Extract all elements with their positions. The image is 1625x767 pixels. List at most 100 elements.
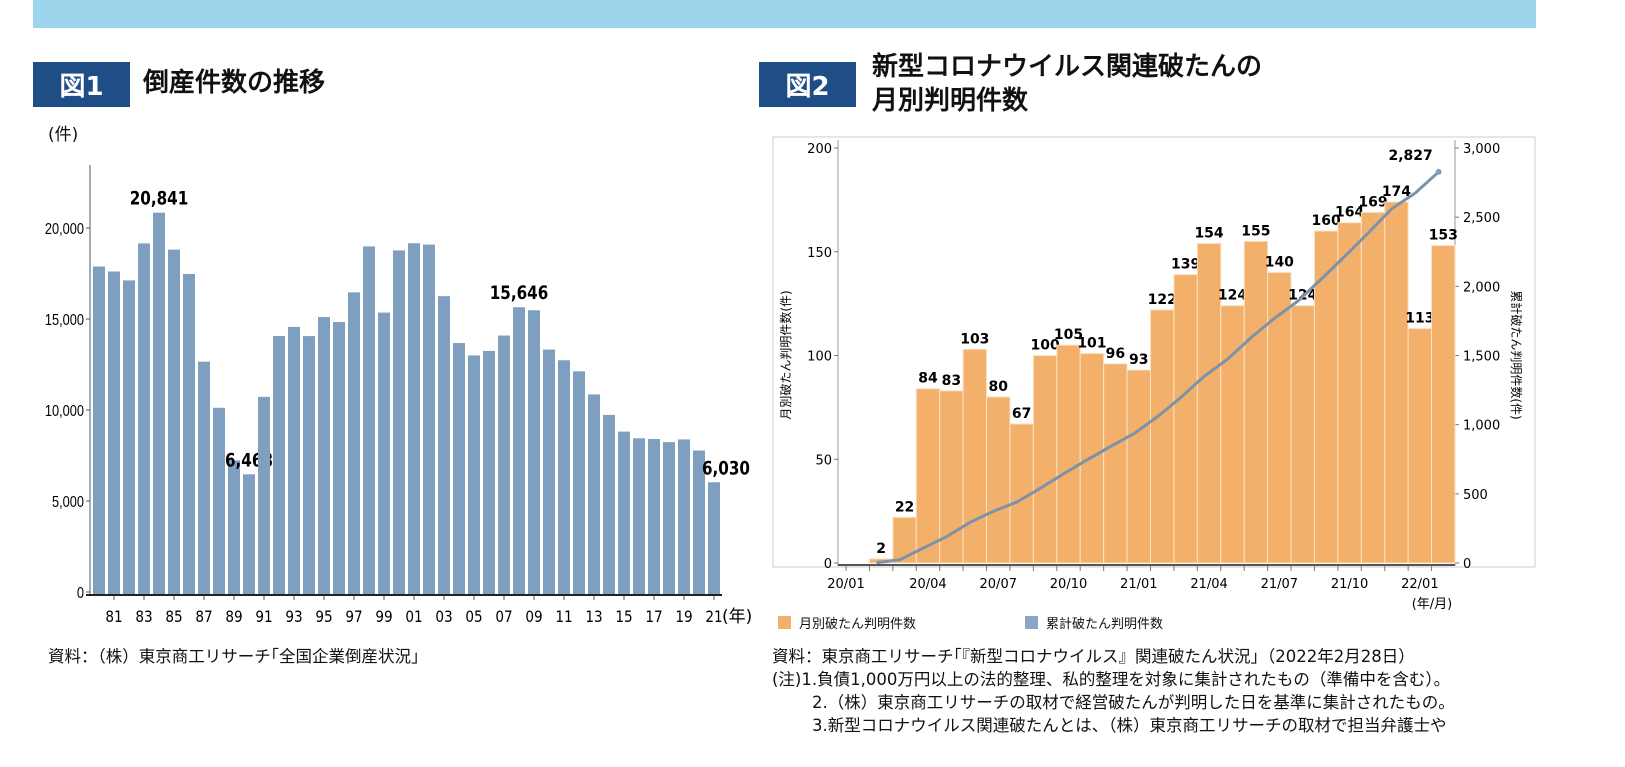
data-label: 20,841 xyxy=(130,188,189,210)
x-axis-unit: (年) xyxy=(722,607,752,627)
legend-cumulative: 累計破たん判明件数 xyxy=(1025,613,1163,632)
bar-21/12 xyxy=(1384,201,1409,564)
figure-1-title: 倒産件数の推移 xyxy=(143,68,326,98)
bar-83 xyxy=(138,243,150,595)
figure-2-note-1: (注)1.負債1,000万円以上の法的整理、私的整理を対象に集計されたもの（準備… xyxy=(772,670,1451,689)
bar-20/06 xyxy=(962,348,988,564)
data-label: 124 xyxy=(1218,288,1247,304)
x-tick-label: 20/07 xyxy=(980,577,1017,592)
x-tick-label: 83 xyxy=(135,608,152,626)
bar-22/01 xyxy=(1407,328,1433,564)
bar-12 xyxy=(573,371,585,595)
y-tick-label: 15,000 xyxy=(45,312,84,330)
bar-20/09 xyxy=(1032,355,1058,564)
data-label: 155 xyxy=(1241,223,1270,239)
x-tick-label: 01 xyxy=(405,608,422,626)
bar-15 xyxy=(618,431,630,595)
y-tick-label: 5,000 xyxy=(52,494,84,512)
left-tick-label: 150 xyxy=(807,246,832,261)
bar-11 xyxy=(558,360,570,595)
left-tick-label: 0 xyxy=(824,557,832,572)
x-tick-label: 15 xyxy=(615,608,632,626)
x-tick-label: 21/04 xyxy=(1190,577,1227,592)
x-tick-label: 07 xyxy=(495,608,512,626)
figure-1-unit: (件) xyxy=(48,125,79,145)
right-tick-label: 1,500 xyxy=(1463,350,1500,365)
bar-14 xyxy=(603,414,615,595)
data-label: 93 xyxy=(1129,352,1148,368)
bar-21/06 xyxy=(1243,240,1269,564)
x-tick-label: 09 xyxy=(525,608,542,626)
bar-00 xyxy=(393,250,405,595)
bar-95 xyxy=(318,317,330,595)
figure-1-source: 資料：（株）東京商工リサーチ｢全国企業倒産状況」 xyxy=(48,647,428,666)
data-label: 15,646 xyxy=(490,283,549,305)
data-label: 174 xyxy=(1382,184,1411,200)
bar-04 xyxy=(453,343,465,595)
data-label: 164 xyxy=(1335,205,1364,221)
legend-label-monthly: 月別破たん判明件数 xyxy=(799,617,917,632)
data-label: 2 xyxy=(876,541,886,557)
left-tick-label: 100 xyxy=(807,350,832,365)
data-label: 6,030 xyxy=(702,458,750,480)
bar-03 xyxy=(438,296,450,595)
bar-21/11 xyxy=(1360,211,1386,564)
bar-84 xyxy=(153,212,165,596)
bar-22/02 xyxy=(1431,245,1456,564)
bar-13 xyxy=(588,394,600,595)
figure-2-badge: 図2 xyxy=(759,62,856,107)
bar-81 xyxy=(108,271,120,595)
data-label: 67 xyxy=(1012,406,1031,422)
x-tick-label: 91 xyxy=(255,608,272,626)
figure-2-title-line1: 新型コロナウイルス関連破たんの xyxy=(872,52,1263,82)
data-label: 113 xyxy=(1405,311,1434,327)
bar-88 xyxy=(213,407,225,595)
x-tick-label: 20/10 xyxy=(1050,577,1087,592)
right-tick-label: 2,000 xyxy=(1463,280,1500,295)
right-tick-label: 500 xyxy=(1463,488,1488,503)
data-label: 140 xyxy=(1265,255,1294,271)
right-tick-label: 1,000 xyxy=(1463,419,1500,434)
bar-92 xyxy=(273,335,285,595)
cumulative-line xyxy=(876,170,1440,565)
bar-91 xyxy=(258,396,270,595)
bar-20/10 xyxy=(1056,344,1081,564)
x-tick-label: 13 xyxy=(585,608,602,626)
bar-20/04 xyxy=(915,388,941,564)
x-axis-unit: (年/月) xyxy=(1412,597,1453,612)
bar-07 xyxy=(498,335,510,595)
cumulative-end-point xyxy=(1435,168,1442,175)
left-tick-label: 200 xyxy=(807,142,832,157)
bar-02 xyxy=(423,244,435,596)
x-tick-label: 87 xyxy=(195,608,212,626)
data-label: 122 xyxy=(1148,292,1177,308)
bar-82 xyxy=(123,280,135,595)
data-label: 160 xyxy=(1312,213,1341,229)
figure-2-title: 新型コロナウイルス関連破たんの 月別判明件数 xyxy=(872,50,1262,118)
bar-10 xyxy=(543,349,555,595)
x-tick-label: 17 xyxy=(645,608,662,626)
x-tick-label: 21 xyxy=(705,608,722,626)
x-tick-label: 20/01 xyxy=(827,577,864,592)
bar-20/12 xyxy=(1103,363,1128,564)
bar-21 xyxy=(708,482,720,595)
bar-96 xyxy=(333,322,345,595)
x-tick-label: 03 xyxy=(435,608,452,626)
x-tick-label: 11 xyxy=(555,608,572,626)
data-label: 154 xyxy=(1194,225,1223,241)
bar-05 xyxy=(468,355,480,595)
bar-93 xyxy=(288,326,300,595)
x-tick-label: 21/01 xyxy=(1120,577,1157,592)
data-label: 96 xyxy=(1106,346,1125,362)
left-axis-title: 月別破たん判明件数(件) xyxy=(778,290,793,419)
bar-98 xyxy=(363,246,375,595)
data-label: 83 xyxy=(942,373,961,389)
data-label: 84 xyxy=(918,371,938,387)
data-label: 103 xyxy=(960,331,989,347)
x-tick-label: 93 xyxy=(285,608,302,626)
bar-20/07 xyxy=(986,396,1011,564)
bar-19 xyxy=(678,439,690,595)
bar-21/10 xyxy=(1337,222,1362,564)
bar-18 xyxy=(663,442,675,595)
bar-21/05 xyxy=(1220,305,1245,564)
